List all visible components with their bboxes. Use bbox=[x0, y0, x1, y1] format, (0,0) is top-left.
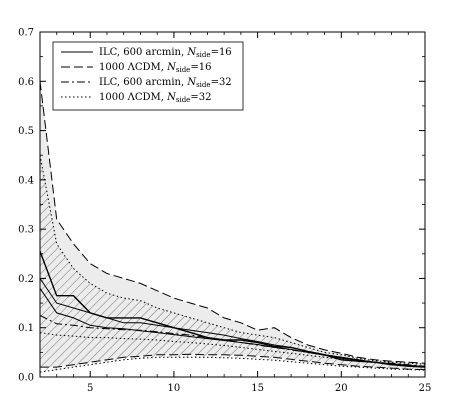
legend-label-symbol: N bbox=[166, 62, 177, 73]
y-tick-label: 0.3 bbox=[18, 225, 34, 236]
y-tick-label: 0.0 bbox=[18, 373, 34, 384]
legend-label-1: 1000 ΛCDM, Nside=16 bbox=[99, 62, 211, 74]
legend-label-0: ILC, 600 arcmin, Nside=16 bbox=[99, 47, 232, 59]
y-tick-label: 0.5 bbox=[18, 126, 34, 137]
y-tick-label: 0.2 bbox=[18, 274, 34, 285]
legend-label-suffix: =16 bbox=[190, 62, 211, 73]
legend-label-text: 1000 ΛCDM, bbox=[99, 92, 167, 103]
legend-label-3: 1000 ΛCDM, Nside=32 bbox=[99, 92, 211, 104]
legend-label-suffix: =32 bbox=[211, 77, 232, 88]
x-tick-label: 25 bbox=[419, 383, 432, 394]
ticks-layer: 0.0 0.1 0.2 0.3 0.4 0.5 0.6 0.7 5 10 15 20 25 bbox=[18, 28, 431, 395]
legend-label-symbol: N bbox=[186, 77, 197, 88]
series-line-2 bbox=[40, 332, 425, 368]
y-tick-label: 0.1 bbox=[18, 323, 34, 334]
legend-label-text: ILC, 600 arcmin, bbox=[99, 77, 187, 88]
legend-label-subscript: side bbox=[196, 51, 210, 59]
series-layer bbox=[40, 251, 425, 368]
legend-label-suffix: =16 bbox=[211, 47, 232, 58]
y-tick-label: 0.6 bbox=[18, 77, 34, 88]
legend-label-symbol: N bbox=[186, 47, 197, 58]
legend-label-subscript: side bbox=[176, 66, 190, 74]
legend-label-subscript: side bbox=[196, 81, 210, 89]
legend-label-text: 1000 ΛCDM, bbox=[99, 62, 167, 73]
legend-label-2: ILC, 600 arcmin, Nside=32 bbox=[99, 77, 232, 89]
y-tick-label: 0.4 bbox=[18, 175, 34, 186]
legend-box bbox=[52, 41, 244, 111]
x-tick-label: 15 bbox=[251, 383, 264, 394]
x-tick-label: 10 bbox=[168, 383, 181, 394]
legend-label-suffix: =32 bbox=[190, 92, 211, 103]
x-tick-label: 20 bbox=[335, 383, 348, 394]
y-tick-label: 0.7 bbox=[18, 28, 34, 39]
legend-label-text: ILC, 600 arcmin, bbox=[99, 47, 187, 58]
legend-label-subscript: side bbox=[176, 96, 190, 104]
series-line-4 bbox=[40, 288, 425, 368]
x-tick-label: 5 bbox=[87, 383, 93, 394]
band-fill-0 bbox=[40, 81, 425, 370]
band-upper-line-0 bbox=[40, 81, 425, 364]
legend-label-symbol: N bbox=[166, 92, 177, 103]
band-upper-line-1 bbox=[40, 155, 425, 365]
band-lower-line-1 bbox=[40, 356, 425, 373]
